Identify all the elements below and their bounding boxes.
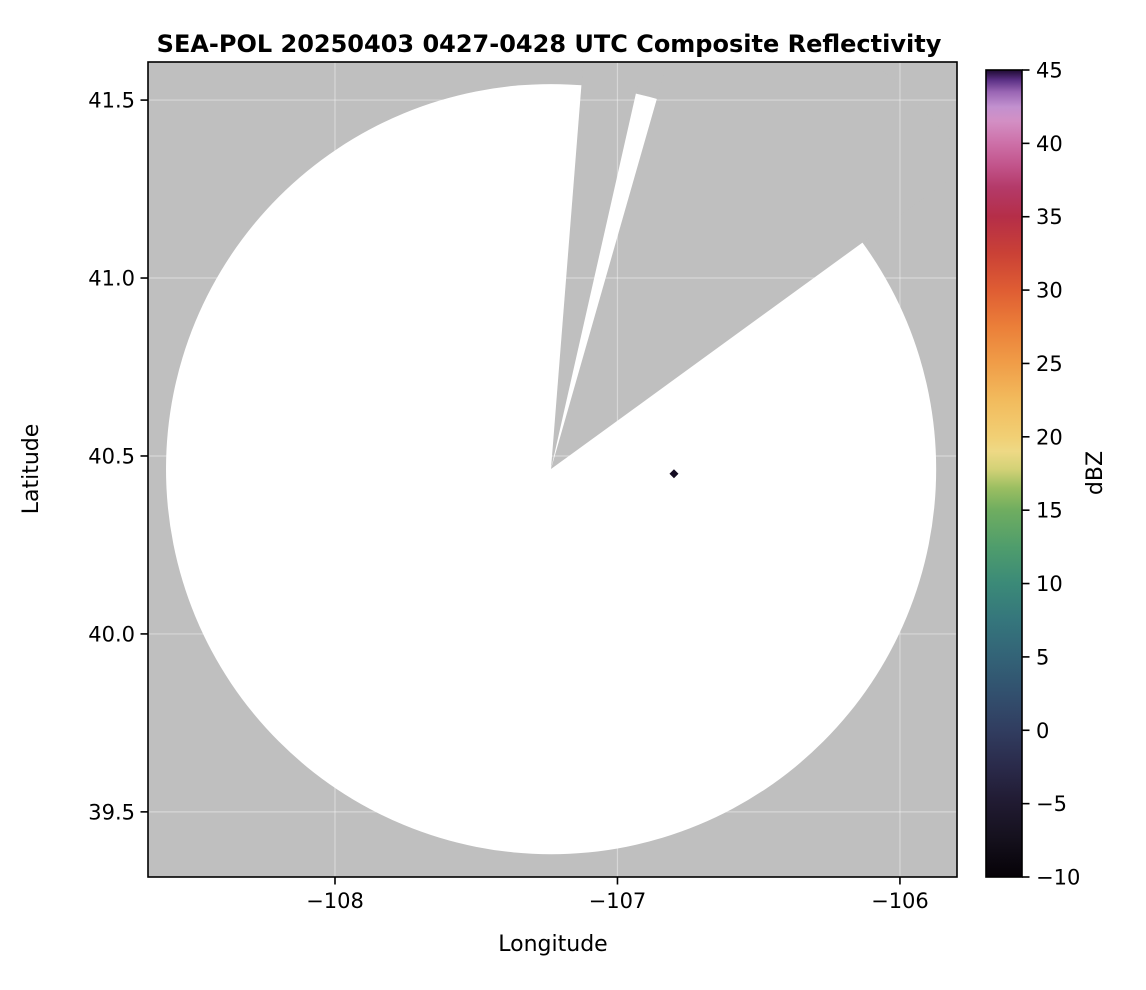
colorbar-tick-label: 40 bbox=[1036, 132, 1063, 156]
colorbar-tick-label: 0 bbox=[1036, 719, 1049, 743]
y-tick-label: 40.0 bbox=[88, 622, 135, 646]
missing-sector-north bbox=[551, 62, 644, 469]
plot-area bbox=[148, 62, 957, 877]
x-tick-label: −108 bbox=[306, 889, 364, 913]
colorbar-tick-label: 30 bbox=[1036, 279, 1063, 303]
y-tick-label: 41.0 bbox=[88, 267, 135, 291]
colorbar-tick-label: 10 bbox=[1036, 572, 1063, 596]
y-tick-label: 40.5 bbox=[88, 444, 135, 468]
x-tick-label: −107 bbox=[589, 889, 647, 913]
colorbar-ticks: −10 −5 0 5 10 15 20 25 30 35 40 45 bbox=[1022, 59, 1080, 890]
colorbar-tick-label: 15 bbox=[1036, 499, 1063, 523]
colorbar-tick-label: 20 bbox=[1036, 425, 1063, 449]
colorbar-tick-label: −5 bbox=[1036, 792, 1067, 816]
colorbar-tick-label: −10 bbox=[1036, 866, 1080, 890]
gridlines bbox=[148, 62, 957, 877]
y-tick-label: 39.5 bbox=[88, 800, 135, 824]
colorbar bbox=[985, 69, 1023, 878]
y-tick-label: 41.5 bbox=[88, 89, 135, 113]
colorbar-label: dBZ bbox=[1083, 451, 1108, 495]
x-tick-label: −106 bbox=[871, 889, 929, 913]
chart-title: SEA-POL 20250403 0427-0428 UTC Composite… bbox=[157, 30, 942, 58]
x-axis-label: Longitude bbox=[498, 932, 607, 957]
colorbar-tick-label: 5 bbox=[1036, 645, 1049, 669]
colorbar-tick-label: 25 bbox=[1036, 352, 1063, 376]
x-axis-ticks: −108 −107 −106 bbox=[306, 877, 929, 913]
missing-sector-northeast bbox=[551, 62, 957, 469]
plot-border bbox=[147, 61, 958, 878]
y-axis-ticks: 39.5 40.0 40.5 41.0 41.5 bbox=[88, 89, 148, 824]
colorbar-tick-label: 35 bbox=[1036, 205, 1063, 229]
reflectivity-echo-marker bbox=[669, 469, 679, 479]
colorbar-tick-label: 45 bbox=[1036, 59, 1063, 83]
y-axis-label: Latitude bbox=[19, 424, 44, 515]
